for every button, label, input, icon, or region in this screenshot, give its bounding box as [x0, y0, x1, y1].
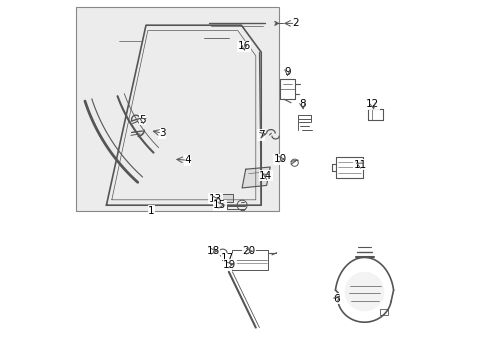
Text: 5: 5: [139, 115, 146, 125]
Text: 11: 11: [354, 160, 367, 170]
Text: 18: 18: [207, 246, 220, 256]
Text: 20: 20: [242, 246, 255, 256]
FancyBboxPatch shape: [76, 7, 279, 211]
Circle shape: [345, 272, 384, 311]
Text: 19: 19: [223, 260, 237, 270]
Text: 14: 14: [259, 171, 272, 181]
Text: 3: 3: [159, 128, 166, 138]
Text: 16: 16: [238, 41, 251, 51]
Text: 6: 6: [334, 294, 340, 304]
Text: 2: 2: [292, 18, 299, 28]
Text: 9: 9: [284, 67, 291, 77]
Polygon shape: [242, 167, 270, 188]
Text: 12: 12: [366, 99, 379, 109]
Text: 4: 4: [184, 155, 191, 165]
Bar: [380, 309, 388, 315]
Text: 17: 17: [221, 253, 234, 264]
Text: 13: 13: [209, 194, 222, 204]
Text: 8: 8: [299, 99, 306, 109]
Text: 7: 7: [258, 130, 265, 140]
Text: 10: 10: [273, 154, 287, 164]
Text: 15: 15: [213, 200, 226, 210]
Text: 1: 1: [148, 206, 155, 216]
Bar: [220, 194, 233, 202]
